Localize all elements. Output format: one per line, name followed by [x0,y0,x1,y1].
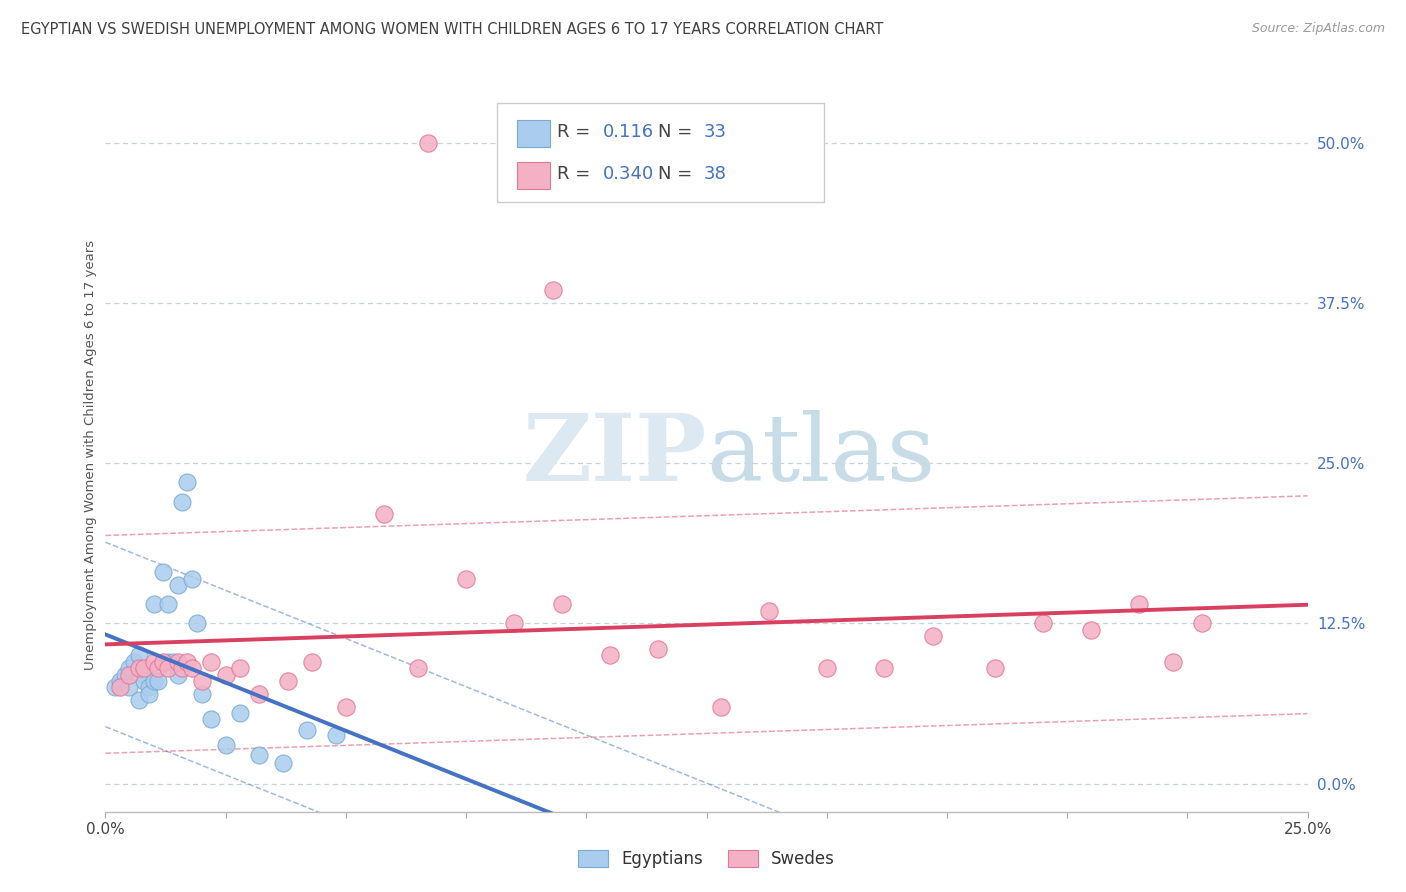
Point [142,597,165,611]
Point [873,661,896,675]
Text: ZIP: ZIP [522,410,707,500]
Point [132,674,155,689]
Point [156,661,179,675]
Point [984,661,1007,675]
Text: N =: N = [658,123,699,141]
Text: R =: R = [557,123,596,141]
Point [166,578,188,592]
Point [128,648,150,663]
Point [118,661,141,675]
Point [108,674,131,689]
Point [186,616,208,631]
Point [181,572,204,586]
Text: Source: ZipAtlas.com: Source: ZipAtlas.com [1251,22,1385,36]
Point [108,681,131,695]
Text: EGYPTIAN VS SWEDISH UNEMPLOYMENT AMONG WOMEN WITH CHILDREN AGES 6 TO 17 YEARS CO: EGYPTIAN VS SWEDISH UNEMPLOYMENT AMONG W… [21,22,883,37]
Text: N =: N = [658,166,699,184]
Text: atlas: atlas [707,410,936,500]
FancyBboxPatch shape [498,103,824,202]
Point [190,674,212,689]
Point [758,604,780,618]
Point [176,475,198,490]
Point [1191,616,1213,631]
Point [214,667,236,681]
Point [277,674,299,689]
Point [128,661,150,675]
Point [148,661,170,675]
Text: 0.116: 0.116 [603,123,654,141]
Point [162,655,184,669]
Point [551,597,574,611]
Point [373,508,395,522]
Point [301,655,323,669]
FancyBboxPatch shape [516,162,550,189]
Point [172,494,194,508]
Point [503,616,526,631]
Point [132,667,155,681]
Point [148,674,170,689]
Point [454,572,477,586]
Point [142,655,165,669]
Point [416,136,439,150]
Y-axis label: Unemployment Among Women with Children Ages 6 to 17 years: Unemployment Among Women with Children A… [84,240,97,670]
Point [1032,616,1054,631]
Point [214,738,236,752]
Point [297,723,319,737]
Point [138,687,160,701]
Point [406,661,429,675]
Point [335,699,357,714]
Point [124,655,146,669]
Point [142,674,165,689]
Point [138,681,160,695]
Point [921,629,943,643]
Text: 0.340: 0.340 [603,166,654,184]
Point [166,655,188,669]
Point [710,699,733,714]
Point [815,661,838,675]
Point [229,661,252,675]
Point [1128,597,1150,611]
Point [104,681,127,695]
Point [247,748,270,763]
Text: R =: R = [557,166,596,184]
Point [1080,623,1102,637]
Point [156,655,179,669]
Point [325,728,347,742]
Point [156,597,179,611]
Point [200,655,222,669]
Point [166,667,188,681]
Point [172,661,194,675]
Point [1161,655,1184,669]
Point [118,667,141,681]
Point [181,661,204,675]
Point [128,693,150,707]
Point [247,687,270,701]
Point [647,642,669,657]
Point [541,283,564,297]
Point [132,661,155,675]
Text: 38: 38 [704,166,727,184]
Point [152,655,174,669]
Legend: Egyptians, Swedes: Egyptians, Swedes [571,843,842,875]
FancyBboxPatch shape [516,120,550,146]
Point [599,648,621,663]
Point [118,681,141,695]
Point [152,565,174,579]
Point [229,706,252,720]
Point [176,655,198,669]
Point [273,756,295,770]
Text: 33: 33 [704,123,727,141]
Point [190,687,212,701]
Point [114,667,136,681]
Point [200,713,222,727]
